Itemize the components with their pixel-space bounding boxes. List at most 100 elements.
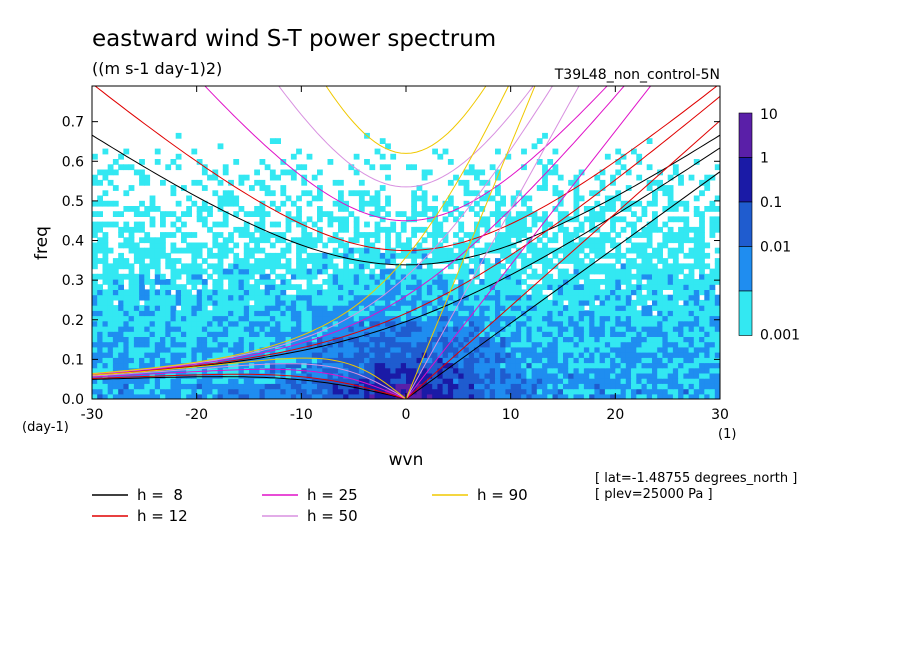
heatmap-cell [474,169,480,176]
heatmap-cell [484,268,491,275]
heatmap-cell [144,237,151,244]
heatmap-cell [233,159,240,165]
heatmap-cell [275,284,281,290]
heatmap-cell [453,346,459,353]
heatmap-cell [306,383,313,390]
heatmap-cell [317,226,323,233]
heatmap-cell [400,221,407,228]
heatmap-cell [568,383,574,390]
heatmap-cell [505,294,512,301]
colorbar-level-label: 1 [760,151,769,167]
heatmap-cell [432,310,438,317]
heatmap-cell [92,263,98,270]
heatmap-cell [385,279,391,285]
heatmap-cell [264,263,271,270]
heatmap-cell [474,367,480,374]
heatmap-cell [693,393,700,399]
heatmap-cell [160,273,166,280]
heatmap-cell [704,252,711,259]
heatmap-cell [228,336,234,343]
heatmap-cell [699,393,705,399]
heatmap-cell [568,310,574,317]
heatmap-cell [243,221,250,228]
heatmap-cell [704,305,711,311]
heatmap-cell [338,393,344,399]
heatmap-cell [296,252,302,259]
heatmap-cell [594,378,601,384]
heatmap-cell [479,169,486,176]
heatmap-cell [458,393,465,399]
heatmap-cell [353,273,360,280]
heatmap-cell [479,279,486,285]
heatmap-cell [364,221,370,228]
heatmap-cell [317,289,323,296]
heatmap-cell [615,372,622,379]
heatmap-cell [406,237,412,244]
heatmap-cell [400,252,407,259]
heatmap-cell [233,310,240,317]
heatmap-cell [521,383,527,390]
heatmap-cell [249,252,255,259]
heatmap-cell [264,315,271,322]
heatmap-cell [181,294,187,301]
heatmap-cell [374,320,381,327]
heatmap-cell [139,341,145,348]
heatmap-cell [92,252,98,259]
heatmap-cell [353,378,360,384]
heatmap-cell [233,211,240,217]
heatmap-cell [693,252,700,259]
heatmap-cell [348,320,355,327]
heatmap-cell [589,346,595,353]
heatmap-cell [139,352,145,358]
heatmap-cell [526,357,533,364]
heatmap-cell [657,346,663,353]
heatmap-cell [275,388,281,395]
heatmap-cell [149,320,156,327]
heatmap-cell [358,289,365,296]
heatmap-cell [107,294,114,301]
heatmap-cell [672,310,679,317]
heatmap-cell [228,383,234,390]
heatmap-cell [536,357,543,364]
heatmap-cell [264,320,271,327]
heatmap-cell [479,352,486,358]
heatmap-cell [317,315,323,322]
heatmap-cell [599,315,606,322]
heatmap-cell [437,378,444,384]
heatmap-cell [175,393,182,399]
heatmap-cell [348,268,355,275]
heatmap-cell [495,232,501,238]
heatmap-cell [128,273,135,280]
heatmap-cell [432,252,438,259]
heatmap-cell [243,310,250,317]
heatmap-cell [662,221,669,228]
heatmap-cell [699,226,705,233]
heatmap-cell [531,372,538,379]
heatmap-cell [327,336,334,343]
heatmap-cell [338,268,344,275]
heatmap-cell [704,263,711,270]
heatmap-cell [296,289,302,296]
heatmap-cell [620,226,627,233]
heatmap-cell [353,169,360,176]
heatmap-cell [620,378,627,384]
heatmap-cell [552,252,559,259]
x-axis-label: wvn [389,450,424,470]
heatmap-cell [348,237,355,244]
heatmap-cell [196,179,203,186]
heatmap-cell [463,169,470,176]
heatmap-cell [207,294,213,301]
heatmap-cell [92,305,98,311]
heatmap-cell [275,320,281,327]
heatmap-cell [311,326,318,332]
heatmap-cell [254,383,260,390]
heatmap-cell [468,289,475,296]
heatmap-cell [615,159,622,165]
heatmap-cell [542,132,548,139]
heatmap-cell [688,263,695,270]
heatmap-cell [364,279,370,285]
heatmap-cell [233,294,240,301]
heatmap-cell [714,299,720,306]
heatmap-cell [479,336,486,343]
heatmap-cell [343,206,349,212]
